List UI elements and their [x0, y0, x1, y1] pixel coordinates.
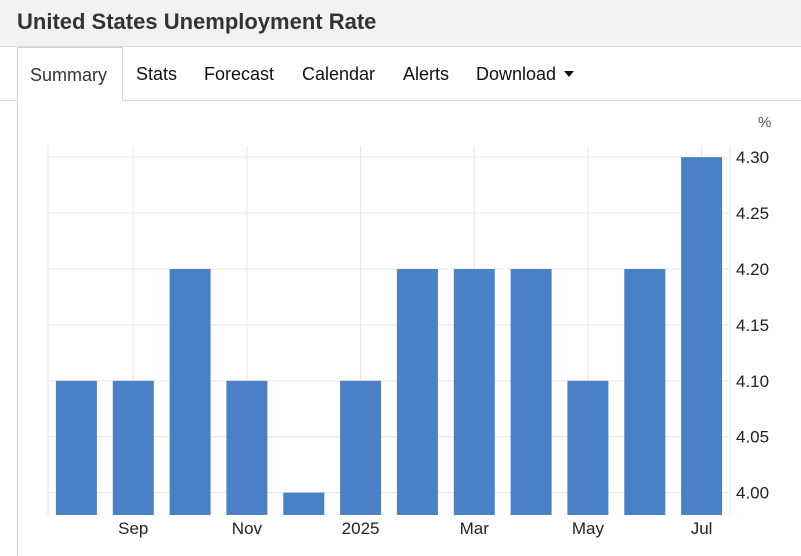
bar-oct-2024 — [169, 269, 211, 515]
x-tick-label: May — [572, 519, 605, 538]
bar-may-2025 — [567, 380, 609, 515]
bar-jul-2025 — [681, 157, 723, 515]
chart-panel: 4.00 4.05 4.10 4.15 4.20 4.25 4.30 Sep Nov 2025 M… — [17, 101, 801, 556]
tab-stats[interactable]: Stats — [136, 64, 178, 84]
y-tick-label: 4.25 — [736, 204, 769, 223]
y-tick-label: 4.15 — [736, 316, 769, 335]
bar-jan-2025 — [340, 380, 382, 515]
y-tick-label: 4.20 — [736, 260, 769, 279]
bar-feb-2025 — [396, 269, 438, 515]
page-title: United States Unemployment Rate — [17, 9, 377, 34]
bar-aug-2024 — [55, 380, 97, 515]
x-tick-label: Mar — [460, 519, 490, 538]
bar-nov-2024 — [226, 380, 268, 515]
page-header: United States Unemployment Rate — [0, 0, 801, 47]
tab-bar: Summary Stats Forecast Calendar Alerts D… — [0, 47, 801, 101]
y-axis-ticks: 4.00 4.05 4.10 4.15 4.20 4.25 4.30 — [736, 148, 769, 502]
x-tick-label: Jul — [691, 519, 713, 538]
caret-down-icon — [564, 71, 575, 77]
y-tick-label: 4.00 — [736, 484, 769, 503]
x-tick-label: Nov — [232, 519, 263, 538]
y-tick-label: 4.10 — [736, 372, 769, 391]
y-unit-label: % — [758, 114, 771, 131]
x-tick-label: Sep — [118, 519, 148, 538]
y-tick-label: 4.30 — [736, 148, 769, 167]
tab-alerts[interactable]: Alerts — [403, 64, 450, 84]
tab-download[interactable]: Download — [476, 47, 575, 101]
bar-jun-2025 — [624, 269, 666, 515]
bar-dec-2024 — [283, 492, 325, 515]
chart-bars — [55, 157, 723, 515]
tab-forecast[interactable]: Forecast — [204, 64, 275, 84]
tab-summary[interactable]: Summary — [17, 47, 123, 101]
tab-download-label: Download — [476, 64, 557, 84]
bar-sep-2024 — [112, 380, 154, 515]
tab-calendar[interactable]: Calendar — [302, 64, 376, 84]
y-tick-label: 4.05 — [736, 428, 769, 447]
x-axis-ticks: Sep Nov 2025 Mar May Jul — [118, 519, 712, 538]
unemployment-bar-chart: 4.00 4.05 4.10 4.15 4.20 4.25 4.30 Sep Nov 2025 M… — [47, 114, 771, 538]
x-tick-label: 2025 — [342, 519, 380, 538]
bar-mar-2025 — [453, 269, 495, 515]
bar-apr-2025 — [510, 269, 552, 515]
